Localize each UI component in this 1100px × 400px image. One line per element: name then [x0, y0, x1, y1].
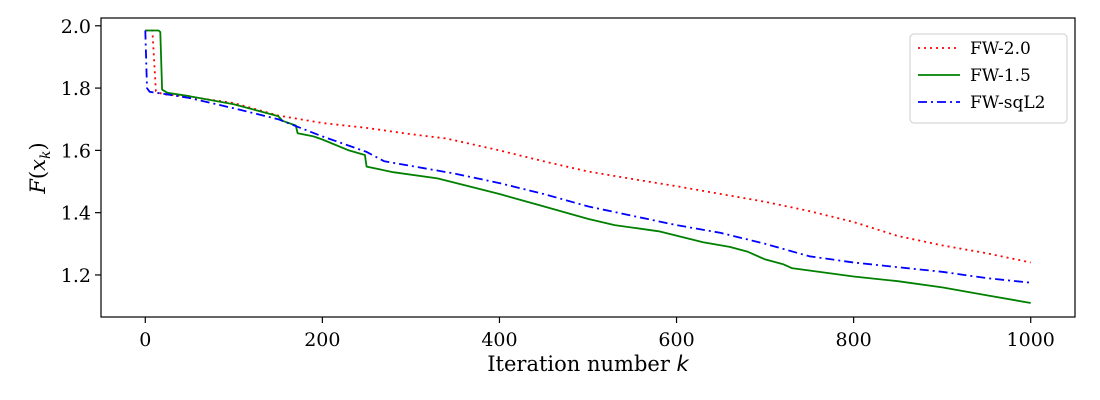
- plot-frame: [100, 17, 1076, 318]
- x-axis-ticks: 0 200 400 600 800 1000: [139, 317, 1055, 351]
- x-axis-label-variable: k: [677, 352, 690, 376]
- y-axis-label-open: (: [26, 171, 50, 179]
- y-axis-ticks: 1.2 1.4 1.6 1.8 2.0: [61, 16, 101, 287]
- series-line-fw-sql2: [144, 30, 1031, 284]
- legend-label: FW-2.0: [970, 39, 1031, 59]
- y-axis-label-close: ): [26, 142, 50, 150]
- legend-label: FW-sqL2: [970, 93, 1046, 113]
- x-tick-label: 200: [304, 329, 340, 351]
- x-tick-label: 1000: [1007, 329, 1055, 351]
- legend: FW-2.0 FW-1.5 FW-sqL2: [909, 33, 1068, 124]
- x-axis-label-main: Iteration number: [487, 352, 676, 376]
- x-tick-label: 600: [658, 329, 694, 351]
- series-line-fw-1-5: [145, 29, 1031, 304]
- y-tick-label: 1.8: [61, 78, 91, 100]
- series-line-fw-2-0: [145, 29, 1031, 264]
- y-axis-label: F(xk): [26, 142, 54, 194]
- y-axis-label-subscript: k: [38, 151, 54, 159]
- y-axis-label-argument: x: [26, 159, 50, 171]
- y-tick-label: 1.6: [61, 140, 91, 162]
- legend-box: [909, 33, 1068, 124]
- x-tick-label: 0: [139, 329, 151, 351]
- x-axis-label: Iteration number k: [487, 352, 689, 376]
- x-tick-label: 800: [836, 329, 872, 351]
- series-lines: [144, 29, 1031, 304]
- y-tick-label: 2.0: [61, 16, 91, 38]
- y-tick-label: 1.4: [61, 203, 91, 225]
- legend-label: FW-1.5: [970, 66, 1031, 86]
- y-tick-label: 1.2: [61, 265, 91, 287]
- y-axis-label-function: F: [26, 178, 50, 195]
- x-tick-label: 400: [481, 329, 517, 351]
